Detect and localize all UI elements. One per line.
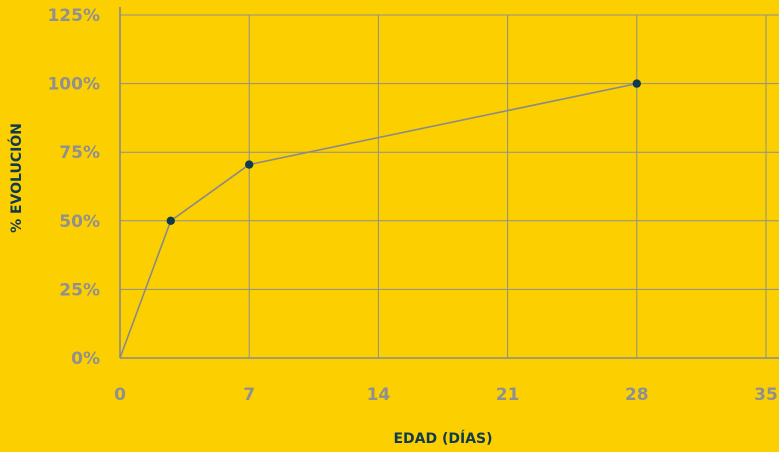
y-tick-label: 100% xyxy=(47,75,100,95)
grid-lines xyxy=(120,14,779,358)
y-tick-label: 75% xyxy=(59,143,100,163)
x-axis-title: EDAD (DÍAS) xyxy=(393,430,492,447)
data-point xyxy=(166,216,175,225)
y-axis-title: % EVOLUCIÓN xyxy=(7,123,25,233)
x-tick-label: 0 xyxy=(114,385,126,405)
x-tick-label: 35 xyxy=(754,385,778,405)
y-tick-label: 125% xyxy=(47,6,100,26)
series-line xyxy=(119,82,637,359)
x-tick-label: 21 xyxy=(496,385,520,405)
y-tick-label: 50% xyxy=(59,212,100,232)
x-tick-label: 28 xyxy=(625,385,649,405)
series xyxy=(119,79,641,359)
x-tick-labels: 0 7 14 21 28 35 xyxy=(114,385,778,405)
x-tick-label: 7 xyxy=(243,385,255,405)
axes xyxy=(119,7,779,359)
data-point xyxy=(245,160,254,169)
x-tick-label: 14 xyxy=(367,385,391,405)
y-tick-label: 0% xyxy=(71,349,100,369)
y-tick-label: 25% xyxy=(59,280,100,300)
data-point xyxy=(632,79,641,88)
y-tick-labels: 0% 25% 50% 75% 100% 125% xyxy=(47,6,100,369)
